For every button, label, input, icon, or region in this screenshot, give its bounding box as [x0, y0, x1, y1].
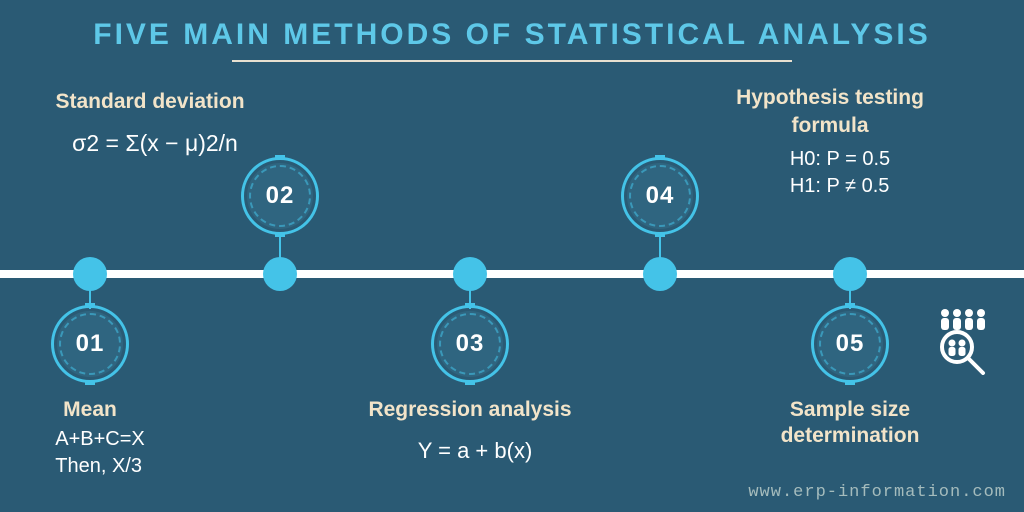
- badge-03: 03: [431, 305, 509, 383]
- method-label: Hypothesis testing: [736, 86, 924, 110]
- badge-05: 05: [811, 305, 889, 383]
- method-label-line2: determination: [781, 424, 920, 448]
- method-label: Sample size: [790, 398, 910, 422]
- timeline-node: [643, 257, 677, 291]
- people-search-icon: [935, 305, 995, 380]
- page-title: FIVE MAIN METHODS OF STATISTICAL ANALYSI…: [0, 0, 1024, 52]
- method-formula: σ2 = Σ(x − μ)2/n: [72, 128, 238, 159]
- method-label: Standard deviation: [55, 90, 244, 114]
- badge-04: 04: [621, 157, 699, 235]
- method-label: Mean: [63, 398, 117, 422]
- method-label: Regression analysis: [368, 398, 571, 422]
- badge-01: 01: [51, 305, 129, 383]
- watermark: www.erp-information.com: [748, 483, 1006, 502]
- method-label-line2: formula: [791, 114, 868, 138]
- title-underline: [232, 60, 792, 62]
- method-formula: H0: P = 0.5 H1: P ≠ 0.5: [790, 146, 890, 200]
- timeline-axis: [0, 270, 1024, 278]
- method-formula: A+B+C=X Then, X/3: [55, 426, 145, 480]
- timeline-node: [263, 257, 297, 291]
- badge-02: 02: [241, 157, 319, 235]
- method-formula: Y = a + b(x): [418, 436, 533, 466]
